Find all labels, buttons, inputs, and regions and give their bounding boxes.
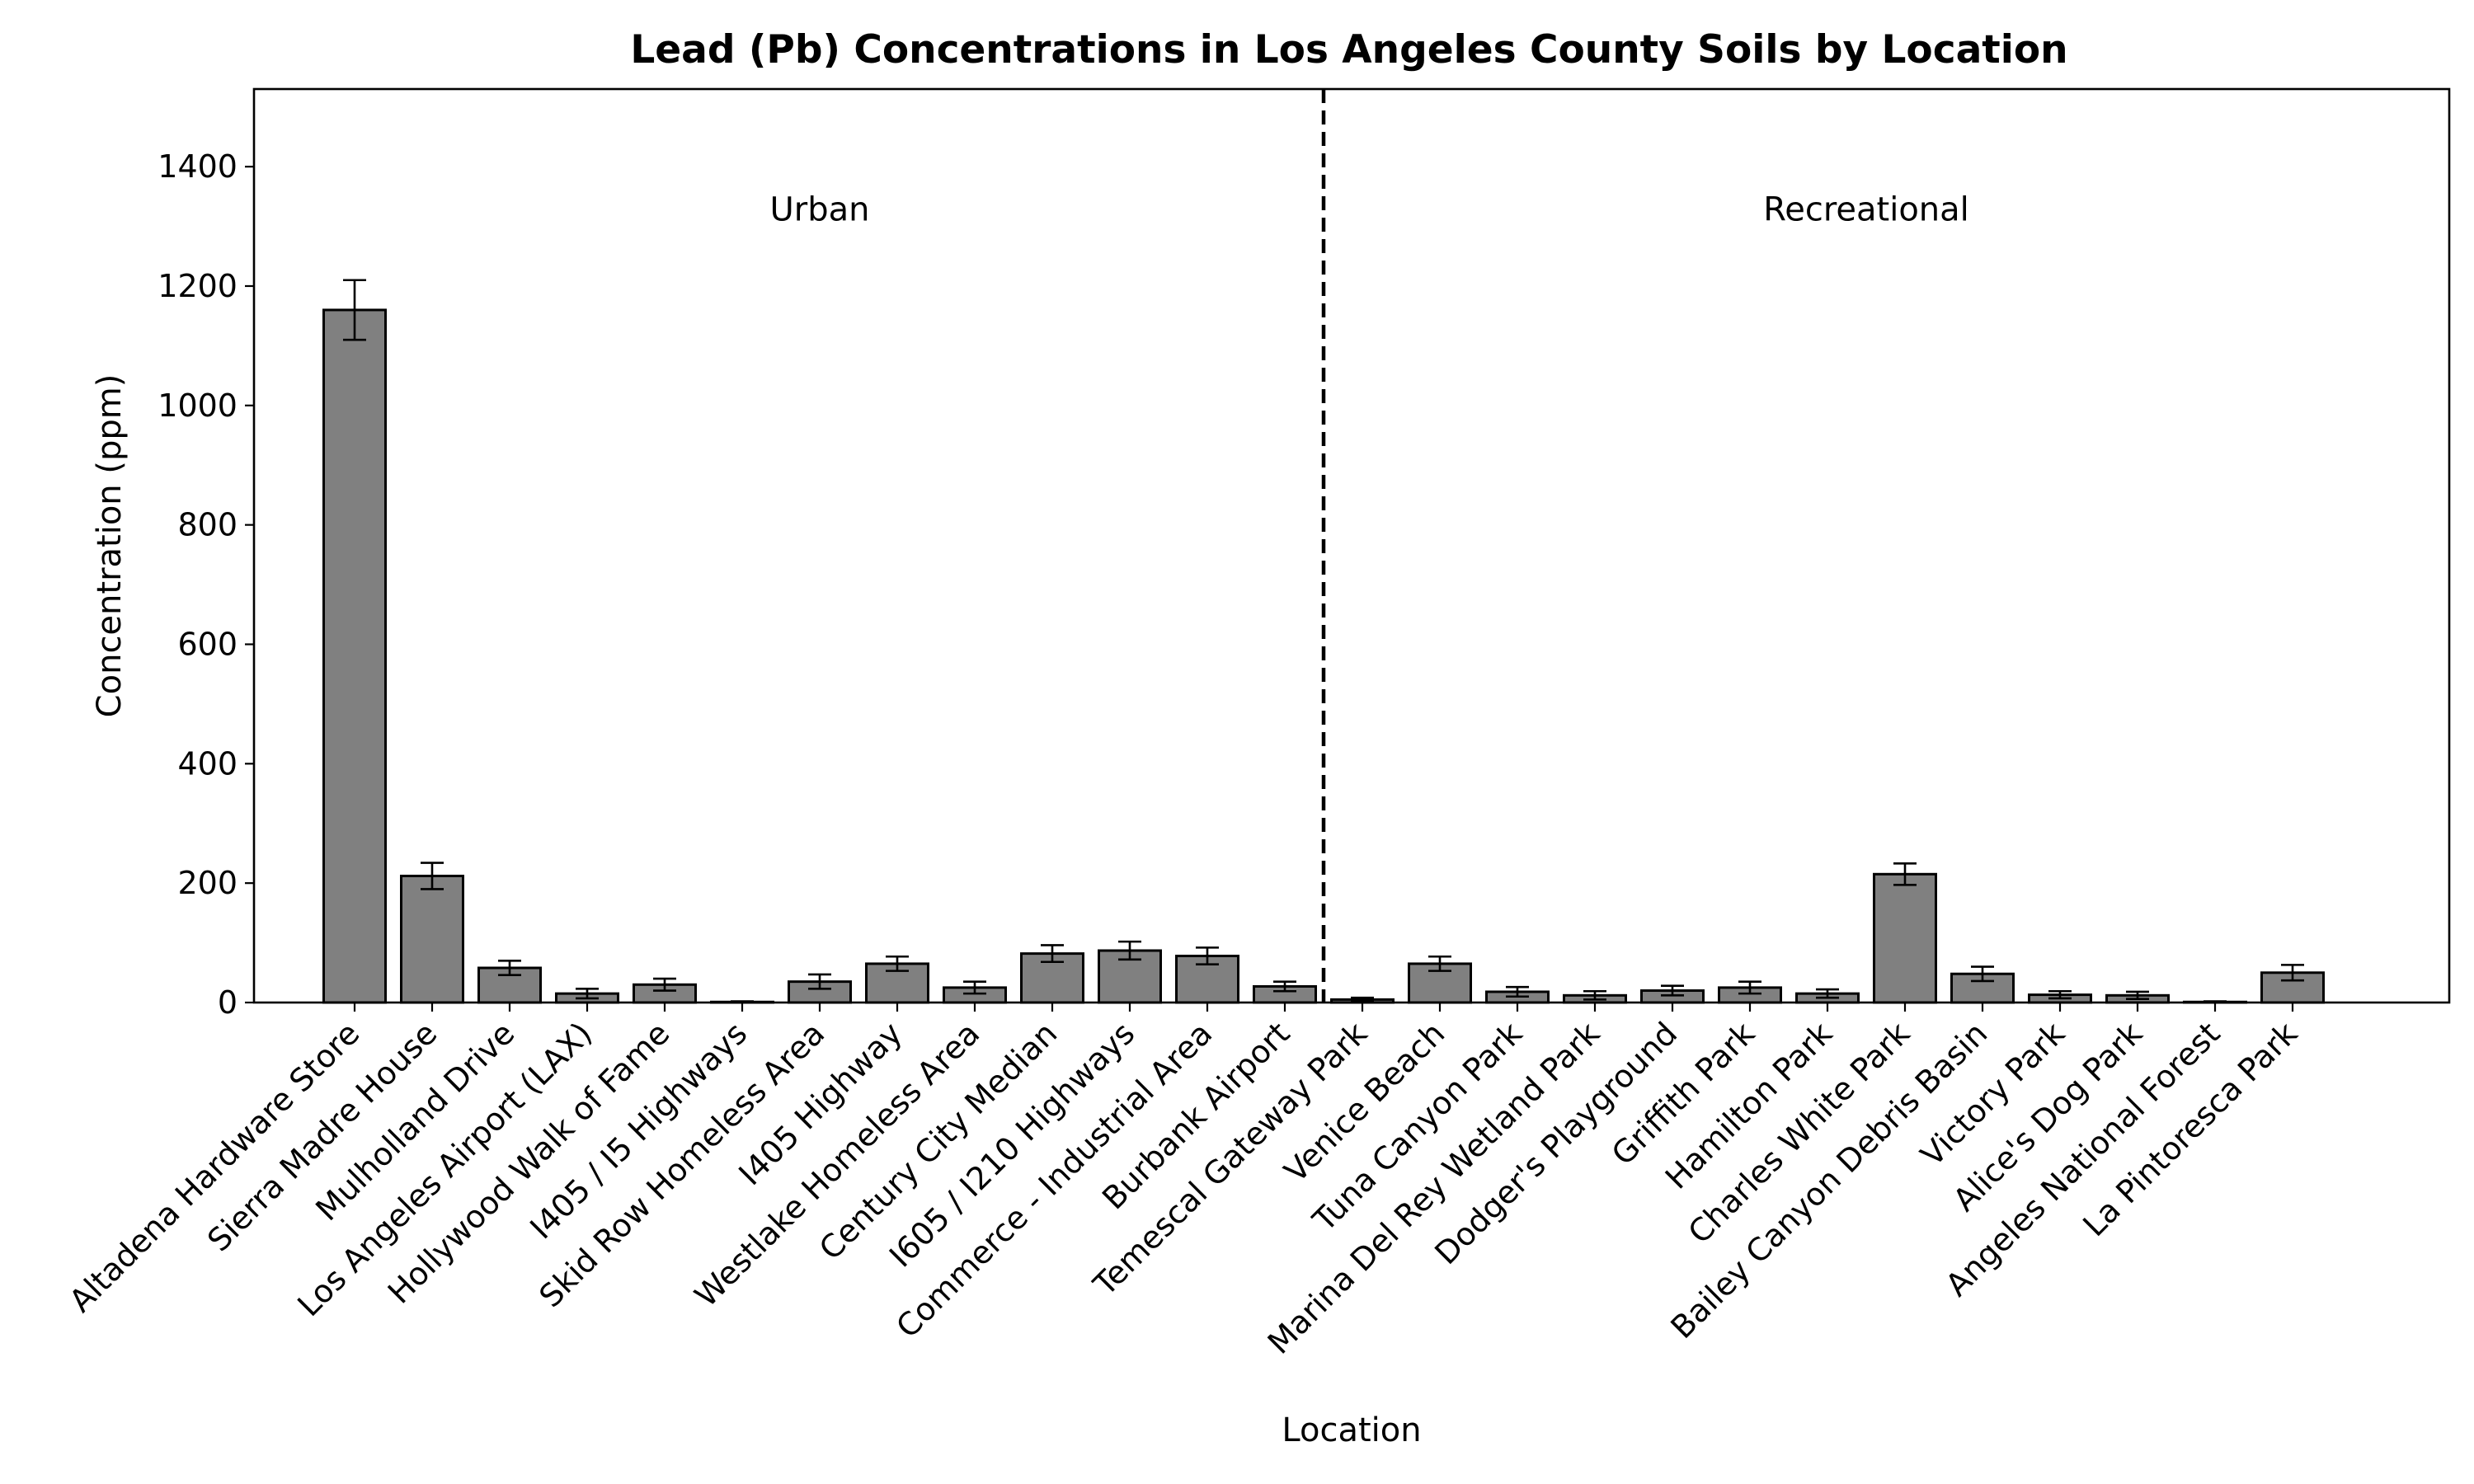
error-bars [343,279,2304,1004]
error-bar [1196,946,1219,965]
y-tick-label: 400 [177,745,238,782]
error-bar [498,960,521,976]
error-bar [1118,940,1141,961]
error-bar [2048,989,2072,1000]
error-bar [576,988,599,1000]
error-bar [963,980,986,995]
error-bar [1506,985,1529,998]
error-bar [1971,965,1994,983]
y-tick-label: 1000 [158,387,238,424]
error-bar [421,862,444,890]
y-tick-label: 1200 [158,268,238,304]
annotations: Urban Recreational [770,190,1969,228]
bar [400,874,464,1004]
error-bar [886,955,909,972]
error-bar [1893,862,1917,886]
y-tick-label: 600 [177,626,238,662]
y-tick-label: 200 [177,865,238,901]
plot-frame [252,87,2451,1004]
bars [322,308,2325,1004]
error-bar [1816,988,1839,999]
error-bar [2281,964,2304,982]
error-bar [1583,989,1606,1001]
error-bar [1351,996,1374,1003]
error-bar [1041,944,1064,964]
chart-title: Lead (Pb) Concentrations in Los Angeles … [630,27,2067,73]
error-bar [1738,980,1761,995]
y-tick-label: 1400 [158,148,238,185]
error-bar [343,279,366,341]
y-axis: 0 200 400 600 800 1000 1200 1400 [158,148,254,1021]
y-axis-label: Concentration (ppm) [91,374,129,718]
error-bar [1273,980,1296,993]
x-axis-label: Location [1282,1411,1421,1449]
group-annotation: Recreational [1763,190,1969,228]
error-bar [1428,955,1451,972]
group-annotation: Urban [770,190,870,228]
error-bar [808,973,831,990]
error-bar [1661,984,1684,997]
bar [1873,872,1937,1004]
y-tick-label: 0 [218,984,238,1021]
y-tick-label: 800 [177,507,238,543]
error-bar [653,977,676,992]
error-bar [2126,990,2149,1000]
bar [322,308,387,1004]
